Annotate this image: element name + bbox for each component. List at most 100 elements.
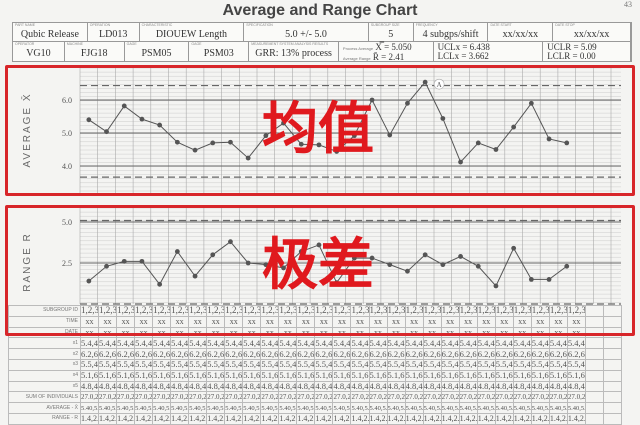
header-field: SUBGROUP SIZE 5 — [369, 23, 414, 41]
stat-ucl-r: UCLR = 5.09 — [547, 42, 597, 52]
chart-title: Average and Range Chart — [222, 2, 418, 19]
table-cell: 5.5,4.0,5.6,6.9,5.3,2.7,4.3,5.3,6.5,3.2,… — [476, 358, 496, 371]
field-value: LD013 — [99, 29, 128, 40]
header-field: DATE START xx/xx/xx — [488, 23, 554, 41]
field-label: DATE START — [490, 23, 512, 27]
table-cell: 5.1,6.0,5.1,6.8,5.4,5.1,4.1,3.9,2.7,3.6,… — [440, 369, 460, 382]
table-cell — [602, 402, 623, 414]
table-cell: 5.4,4.8,7.2,4.7,4.5,5.7,4.9,6.0,5.9,3.5,… — [170, 337, 190, 350]
table-cell: 5.40,5.04,5.82,5.42,5.24,4.72,4.48,4.70,… — [494, 402, 514, 414]
data-point — [86, 117, 92, 123]
table-cell: 5.1,6.0,5.1,6.8,5.4,5.1,4.1,3.9,2.7,3.6,… — [98, 369, 118, 382]
table-cell: 5.40,5.04,5.82,5.42,5.24,4.72,4.48,4.70,… — [386, 402, 406, 414]
table-cell: 1.4,2.3,2.6,2.6,1.2,3.2,1.7,3.0,3.8,2.5,… — [350, 412, 370, 425]
table-cell: 5.1,6.0,5.1,6.8,5.4,5.1,4.1,3.9,2.7,3.6,… — [530, 369, 550, 382]
data-point — [139, 116, 145, 122]
table-cell: 5.5,4.0,5.6,6.9,5.3,2.7,4.3,5.3,6.5,3.2,… — [530, 358, 550, 371]
table-cell: 5.5,4.0,5.6,6.9,5.3,2.7,4.3,5.3,6.5,3.2,… — [152, 358, 172, 371]
data-point — [475, 140, 481, 146]
table-cell: 5.1,6.0,5.1,6.8,5.4,5.1,4.1,3.9,2.7,3.6,… — [548, 369, 568, 382]
series-line — [88, 81, 567, 163]
annotation-marker — [433, 78, 445, 90]
table-cell: 1.4,2.3,2.6,2.6,1.2,3.2,1.7,3.0,3.8,2.5,… — [494, 412, 514, 425]
table-cell: 27.0,25.2,29.1,27.1,26.2,23.6,22.4,23.5,… — [512, 391, 532, 404]
table-cell: 1.4,2.3,2.6,2.6,1.2,3.2,1.7,3.0,3.8,2.5,… — [98, 412, 118, 425]
table-cell: 5.4,4.8,7.2,4.7,4.5,5.7,4.9,6.0,5.9,3.5,… — [494, 337, 514, 350]
table-cell: 4.8,4.1,6.6,4.4,5.3,5.9,5.4,5.3,4.6,5.2,… — [79, 380, 100, 393]
table-cell: 5.40,5.04,5.82,5.42,5.24,4.72,4.48,4.70,… — [332, 402, 352, 414]
table-cell: 5.40,5.04,5.82,5.42,5.24,4.72,4.48,4.70,… — [79, 402, 100, 414]
table-cell: 6.2,6.3,4.6,4.3,5.7,4.2,3.7,3.0,3.9,5.7,… — [116, 348, 136, 360]
table-cell: 5.4,4.8,7.2,4.7,4.5,5.7,4.9,6.0,5.9,3.5,… — [296, 337, 316, 350]
table-cell: 5.40,5.04,5.82,5.42,5.24,4.72,4.48,4.70,… — [368, 402, 388, 414]
table-cell: 27.0,25.2,29.1,27.1,26.2,23.6,22.4,23.5,… — [332, 391, 352, 404]
table-cell: 6.2,6.3,4.6,4.3,5.7,4.2,3.7,3.0,3.9,5.7,… — [224, 348, 244, 360]
table-cell: 27.0,25.2,29.1,27.1,26.2,23.6,22.4,23.5,… — [224, 391, 244, 404]
table-cell: 27.0,25.2,29.1,27.1,26.2,23.6,22.4,23.5,… — [404, 391, 424, 404]
data-point — [174, 249, 180, 254]
table-cell — [602, 380, 623, 393]
table-cell: 5.40,5.04,5.82,5.42,5.24,4.72,4.48,4.70,… — [98, 402, 118, 414]
data-point — [174, 139, 180, 145]
table-cell: 6.2,6.3,4.6,4.3,5.7,4.2,3.7,3.0,3.9,5.7,… — [458, 348, 478, 360]
table-cell: 5.1,6.0,5.1,6.8,5.4,5.1,4.1,3.9,2.7,3.6,… — [350, 369, 370, 382]
stat-process-average-label: Process Average — [342, 46, 374, 51]
table-cell: 4.8,4.1,6.6,4.4,5.3,5.9,5.4,5.3,4.6,5.2,… — [224, 380, 244, 393]
table-cell: 5.4,4.8,7.2,4.7,4.5,5.7,4.9,6.0,5.9,3.5,… — [386, 337, 406, 350]
table-cell: 5.4,4.8,7.2,4.7,4.5,5.7,4.9,6.0,5.9,3.5,… — [566, 337, 586, 350]
table-cell: 27.0,25.2,29.1,27.1,26.2,23.6,22.4,23.5,… — [314, 391, 334, 404]
table-cell: 5.4,4.8,7.2,4.7,4.5,5.7,4.9,6.0,5.9,3.5,… — [422, 337, 442, 350]
field-value: PSM05 — [141, 48, 172, 59]
table-cell: 5.40,5.04,5.82,5.42,5.24,4.72,4.48,4.70,… — [206, 402, 226, 414]
y-tick-label: 5.0 — [62, 129, 72, 138]
table-cell: 1.4,2.3,2.6,2.6,1.2,3.2,1.7,3.0,3.8,2.5,… — [278, 412, 298, 425]
table-cell — [584, 358, 604, 371]
table-cell: 1.4,2.3,2.6,2.6,1.2,3.2,1.7,3.0,3.8,2.5,… — [79, 412, 100, 425]
table-cell: 5.4,4.8,7.2,4.7,4.5,5.7,4.9,6.0,5.9,3.5,… — [332, 337, 352, 350]
stat-average-range-label: Average Range — [342, 56, 371, 61]
table-cell: 5.5,4.0,5.6,6.9,5.3,2.7,4.3,5.3,6.5,3.2,… — [494, 358, 514, 371]
field-label: SPECIFICATION — [246, 23, 273, 27]
header-field: DATE STOP xx/xx/xx — [553, 23, 632, 41]
table-cell: 1.4,2.3,2.6,2.6,1.2,3.2,1.7,3.0,3.8,2.5,… — [566, 412, 586, 425]
table-cell: 6.2,6.3,4.6,4.3,5.7,4.2,3.7,3.0,3.9,5.7,… — [134, 348, 154, 360]
table-cell: 5.5,4.0,5.6,6.9,5.3,2.7,4.3,5.3,6.5,3.2,… — [440, 358, 460, 371]
table-cell: 5.1,6.0,5.1,6.8,5.4,5.1,4.1,3.9,2.7,3.6,… — [242, 369, 262, 382]
data-point — [210, 140, 216, 146]
data-point — [121, 258, 127, 264]
stat-xbarbar: X̿ = 5.050 — [375, 42, 412, 52]
table-cell: 5.1,6.0,5.1,6.8,5.4,5.1,4.1,3.9,2.7,3.6,… — [188, 369, 208, 382]
row-label: x4 — [8, 369, 81, 382]
table-cell — [584, 369, 604, 382]
header-field: SPECIFICATION 5.0 +/- 5.0 — [244, 23, 369, 41]
table-cell: 5.40,5.04,5.82,5.42,5.24,4.72,4.48,4.70,… — [422, 402, 442, 414]
table-cell: 1.4,2.3,2.6,2.6,1.2,3.2,1.7,3.0,3.8,2.5,… — [458, 412, 478, 425]
data-point — [263, 133, 269, 139]
table-cell: 1.4,2.3,2.6,2.6,1.2,3.2,1.7,3.0,3.8,2.5,… — [404, 412, 424, 425]
average-row: AVERAGE - X̄5.40,5.04,5.82,5.42,5.24,4.7… — [8, 402, 623, 414]
table-cell: 5.40,5.04,5.82,5.42,5.24,4.72,4.48,4.70,… — [350, 402, 370, 414]
table-cell: 6.2,6.3,4.6,4.3,5.7,4.2,3.7,3.0,3.9,5.7,… — [242, 348, 262, 360]
field-label: OPERATOR — [15, 42, 35, 46]
table-cell: 1.4,2.3,2.6,2.6,1.2,3.2,1.7,3.0,3.8,2.5,… — [134, 412, 154, 425]
table-cell: 5.4,4.8,7.2,4.7,4.5,5.7,4.9,6.0,5.9,3.5,… — [314, 337, 334, 350]
data-point — [546, 136, 552, 142]
table-cell: 6.2,6.3,4.6,4.3,5.7,4.2,3.7,3.0,3.9,5.7,… — [548, 348, 568, 360]
table-cell: 4.8,4.1,6.6,4.4,5.3,5.9,5.4,5.3,4.6,5.2,… — [296, 380, 316, 393]
table-cell: 5.40,5.04,5.82,5.42,5.24,4.72,4.48,4.70,… — [296, 402, 316, 414]
field-label: SUBGROUP SIZE — [370, 23, 400, 27]
data-point — [334, 280, 340, 286]
table-cell: 5.5,4.0,5.6,6.9,5.3,2.7,4.3,5.3,6.5,3.2,… — [79, 358, 100, 371]
table-cell: 6.2,6.3,4.6,4.3,5.7,4.2,3.7,3.0,3.9,5.7,… — [206, 348, 226, 360]
table-cell: 27.0,25.2,29.1,27.1,26.2,23.6,22.4,23.5,… — [188, 391, 208, 404]
data-point — [564, 140, 570, 146]
field-value: 4 subgps/shift — [422, 29, 479, 40]
table-cell: 5.5,4.0,5.6,6.9,5.3,2.7,4.3,5.3,6.5,3.2,… — [422, 358, 442, 371]
table-cell: 4.8,4.1,6.6,4.4,5.3,5.9,5.4,5.3,4.6,5.2,… — [566, 380, 586, 393]
header-field: MEASUREMENT SYSTEM ANALYSIS RESULTS GRR: … — [249, 42, 339, 61]
table-cell: 5.40,5.04,5.82,5.42,5.24,4.72,4.48,4.70,… — [152, 402, 172, 414]
table-cell: 5.5,4.0,5.6,6.9,5.3,2.7,4.3,5.3,6.5,3.2,… — [206, 358, 226, 371]
field-value: xx/xx/xx — [573, 29, 610, 40]
table-cell: 5.40,5.04,5.82,5.42,5.24,4.72,4.48,4.70,… — [134, 402, 154, 414]
table-cell: 5.4,4.8,7.2,4.7,4.5,5.7,4.9,6.0,5.9,3.5,… — [278, 337, 298, 350]
